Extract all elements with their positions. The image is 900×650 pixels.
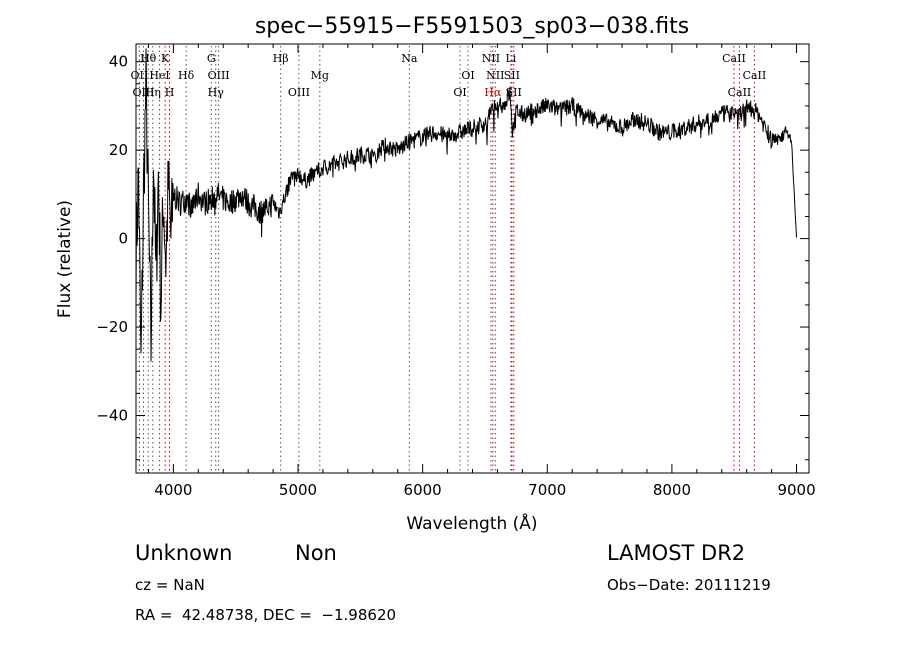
line-marker-label: Li [505, 52, 516, 65]
plot-frame [135, 43, 810, 474]
line-marker-label: Hη [145, 86, 161, 99]
x-axis-label: Wavelength (Å) [406, 512, 537, 534]
y-axis-label: Flux (relative) [55, 200, 75, 318]
chart-title: spec−55915−F5591503_sp03−038.fits [255, 14, 689, 39]
line-marker-label: G [207, 52, 216, 65]
line-marker-label: NII [486, 69, 504, 82]
y-tick-label: 20 [109, 141, 128, 159]
axis-tick-labels: 4000 5000 6000 7000 8000 9000 −40 −20 0 20 40 [96, 53, 815, 499]
line-marker-label: Mg [311, 69, 329, 82]
line-marker-label: Na [401, 52, 418, 65]
spectrum-line [135, 48, 797, 362]
y-tick-label: 0 [118, 230, 128, 248]
line-marker-label: OII [131, 69, 149, 82]
x-tick-label: 8000 [653, 481, 691, 499]
line-marker-labels: HθOIIOIIIHηHeIKHHδGOIIIHγHβOIIIMgNaOIOIN… [131, 52, 767, 99]
x-tick-label: 6000 [404, 481, 442, 499]
line-marker-label: Hα [484, 86, 502, 99]
line-marker-label: CaII [722, 52, 746, 65]
line-marker-guides [138, 46, 755, 473]
x-tick-label: 7000 [528, 481, 566, 499]
y-tick-label: 40 [109, 53, 128, 71]
line-marker-label: CaII [728, 86, 752, 99]
line-marker-label: NII [482, 52, 500, 65]
survey-label: LAMOST DR2 [607, 541, 745, 565]
spectrum-series [135, 48, 797, 362]
line-marker-label: OI [461, 69, 474, 82]
x-tick-label: 5000 [279, 481, 317, 499]
redshift-label: cz = NaN [135, 576, 205, 594]
line-marker-label: Hθ [140, 52, 157, 65]
y-tick-label: −40 [96, 407, 128, 425]
line-marker-label: CaII [743, 69, 767, 82]
subclass-label: Non [295, 541, 337, 565]
y-tick-label: −20 [96, 318, 128, 336]
line-marker-label: Hγ [208, 86, 225, 99]
line-marker-label: OIII [132, 86, 154, 99]
line-marker-label: Hδ [178, 69, 195, 82]
obs-date-label: Obs−Date: 20111219 [607, 576, 771, 594]
axis-ticks [136, 44, 809, 473]
classification-label: Unknown [135, 541, 232, 565]
line-marker-label: Hβ [273, 52, 289, 65]
line-marker-label: OIII [208, 69, 230, 82]
line-marker-label: OIII [288, 86, 310, 99]
line-marker-label: HeI [149, 69, 169, 82]
line-marker-label: H [165, 86, 175, 99]
x-tick-label: 4000 [154, 481, 192, 499]
coordinates-label: RA = 42.48738, DEC = −1.98620 [135, 606, 396, 624]
line-marker-label: OI [453, 86, 466, 99]
line-marker-label: K [161, 52, 170, 65]
line-marker-label: SII [504, 69, 520, 82]
x-tick-label: 9000 [777, 481, 815, 499]
